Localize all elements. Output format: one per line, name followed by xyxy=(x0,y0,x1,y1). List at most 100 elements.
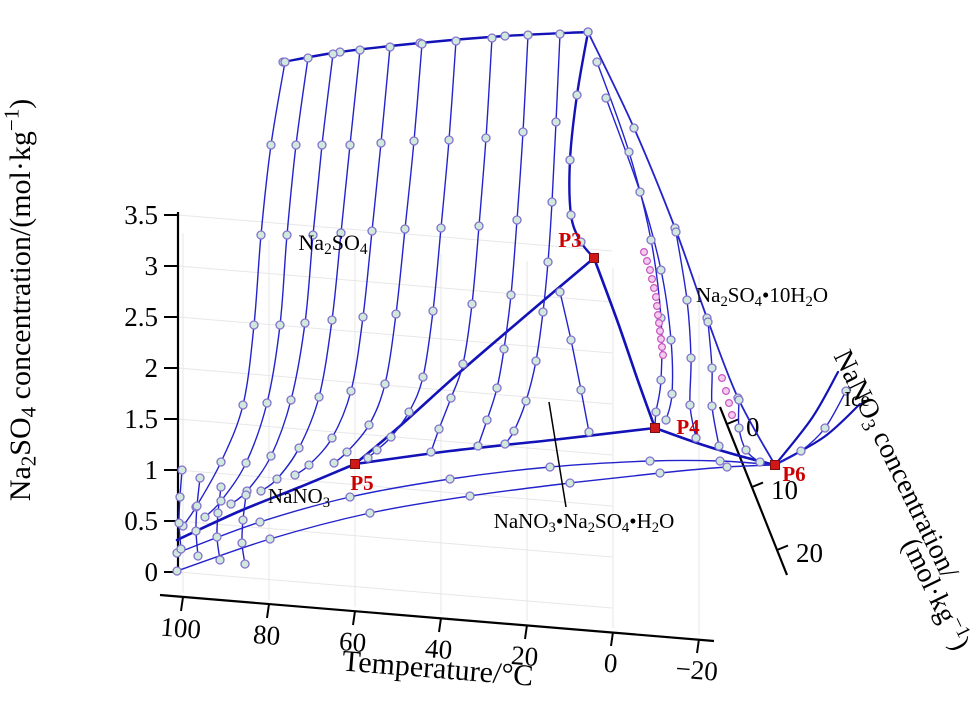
data-point-marker xyxy=(308,230,318,240)
data-point-marker xyxy=(365,508,375,518)
data-point-marker xyxy=(482,415,492,425)
data-point-marker xyxy=(282,230,292,240)
data-point-marker xyxy=(467,299,477,309)
ice-curve xyxy=(774,390,847,466)
na2so4-tick-label: 0.5 xyxy=(124,506,158,536)
data-point-marker xyxy=(216,482,226,492)
hydrate-marker-cluster xyxy=(642,257,651,266)
data-point-marker xyxy=(682,295,692,305)
data-point-marker xyxy=(400,224,410,234)
data-point-marker xyxy=(703,317,713,327)
data-point-marker xyxy=(195,473,205,483)
region-ice: Ice xyxy=(844,387,870,411)
data-point-marker xyxy=(583,27,593,37)
boundary-top xyxy=(281,30,590,64)
na2so4-tick-label: 3 xyxy=(145,251,159,281)
temperature-tick-label: 40 xyxy=(424,633,453,665)
data-point-marker xyxy=(714,441,724,451)
na2so4-axis-title: Na2SO4 concentration/(mol·kg−1) xyxy=(0,99,40,501)
na2so4-tick-label: 3.5 xyxy=(124,200,158,230)
isotherm-a7 xyxy=(367,40,457,459)
nano3-axis-tick xyxy=(776,544,789,551)
temperature-axis-tick xyxy=(610,631,614,647)
data-point-marker xyxy=(707,363,717,373)
data-point-marker xyxy=(327,315,337,325)
data-point-marker xyxy=(545,462,555,472)
invariant-point-label-P3: P3 xyxy=(558,228,581,252)
data-point-marker xyxy=(473,441,483,451)
na2so4-tick-label: 0 xyxy=(145,557,159,587)
data-point-marker xyxy=(451,36,461,46)
data-point-marker xyxy=(216,457,226,467)
data-point-marker xyxy=(272,474,282,484)
invariant-point-P4 xyxy=(650,423,660,433)
data-point-marker xyxy=(521,396,531,406)
data-point-marker xyxy=(327,433,337,443)
data-point-marker xyxy=(428,306,438,316)
temperature-axis-title: Temperature/°C xyxy=(341,644,535,692)
grid-line xyxy=(177,265,613,303)
temperature-tick-label: 0 xyxy=(603,648,619,679)
hydrate-marker-cluster xyxy=(652,302,661,311)
data-point-marker xyxy=(646,235,656,245)
data-point-marker xyxy=(547,197,557,207)
hydrate-marker-cluster xyxy=(658,351,667,360)
data-point-marker xyxy=(290,470,300,480)
data-point-marker xyxy=(565,155,575,165)
data-point-marker xyxy=(328,49,338,59)
data-point-marker xyxy=(685,400,695,410)
data-point-marker xyxy=(172,566,182,576)
data-point-marker xyxy=(707,401,717,411)
invariant-point-P6 xyxy=(770,460,780,470)
data-point-marker xyxy=(499,344,509,354)
data-point-marker xyxy=(722,462,732,472)
data-point-marker xyxy=(566,335,576,345)
region-na2so4-10h2o: Na2SO4•10H2O xyxy=(696,283,828,310)
ice-marker-cluster xyxy=(721,387,730,396)
data-point-marker xyxy=(671,227,681,237)
nano3-hook-2 xyxy=(195,477,201,557)
data-point-marker xyxy=(372,445,382,455)
data-point-marker xyxy=(226,499,236,509)
data-point-marker xyxy=(481,133,491,143)
ice-marker-cluster xyxy=(727,411,736,420)
data-point-marker xyxy=(175,492,185,502)
invariant-point-label-P4: P4 xyxy=(676,415,700,439)
data-point-marker xyxy=(346,386,356,396)
hydrate-marker-cluster xyxy=(657,343,666,352)
grid-line xyxy=(177,520,613,558)
data-point-marker xyxy=(656,265,666,275)
data-point-marker xyxy=(543,257,553,267)
hydrate-marker-cluster xyxy=(656,335,665,344)
temperature-tick-label: 20 xyxy=(510,640,539,672)
data-point-marker xyxy=(635,187,645,197)
data-point-marker xyxy=(538,307,548,317)
data-point-marker xyxy=(418,372,428,382)
data-point-marker xyxy=(512,215,522,225)
data-point-marker xyxy=(317,140,327,150)
nano3-axis-title-line1: NaNO3 concentration/ xyxy=(824,345,964,585)
data-point-marker xyxy=(364,420,374,430)
hydrate-marker-cluster xyxy=(653,311,662,320)
data-point-marker xyxy=(426,447,436,457)
data-point-marker xyxy=(286,395,296,405)
data-point-marker xyxy=(363,453,373,463)
boundary-ice-lower xyxy=(773,402,862,467)
data-point-marker xyxy=(661,415,671,425)
data-point-marker xyxy=(509,426,519,436)
data-point-marker xyxy=(240,559,250,569)
isotherm-a3 xyxy=(230,53,334,505)
data-point-marker xyxy=(629,123,639,133)
data-point-marker xyxy=(213,508,223,518)
nano3-axis-line xyxy=(718,406,789,576)
data-point-marker xyxy=(212,532,222,542)
nano3-hook-4 xyxy=(241,494,247,565)
data-point-marker xyxy=(555,287,565,297)
data-point-marker xyxy=(655,468,665,478)
nano3-axis-tick xyxy=(751,481,764,488)
data-point-marker xyxy=(734,395,744,405)
hydrate-marker-cluster xyxy=(655,327,664,336)
hydrate-curve-2 xyxy=(605,97,674,421)
data-point-marker xyxy=(256,230,266,240)
